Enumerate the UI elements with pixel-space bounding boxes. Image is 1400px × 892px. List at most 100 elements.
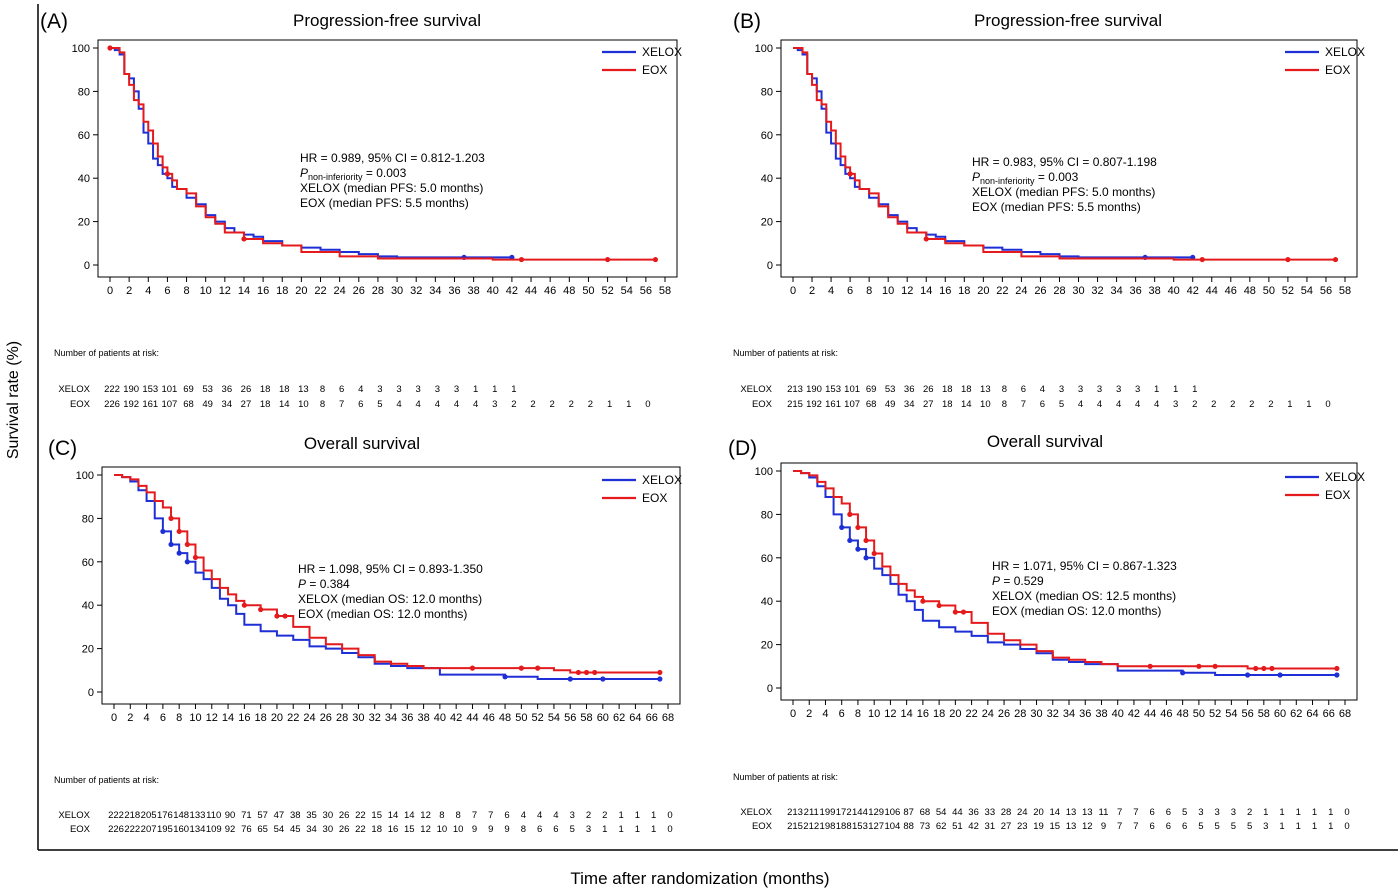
censor-mark-eox [652,256,659,263]
risk-row-label-eox: EOX [752,821,773,832]
risk-count-xelox: 4 [1040,384,1045,395]
risk-count-eox: 10 [298,399,309,410]
plot-frame [780,39,1358,278]
x-tick-label: 38 [417,712,429,724]
risk-count-eox: 6 [1150,821,1155,832]
risk-count-xelox: 4 [358,384,363,395]
risk-count-eox: 8 [1002,399,1007,410]
risk-count-xelox: 1 [1154,384,1159,395]
risk-count-xelox: 153 [825,384,841,395]
censor-mark-eox [518,256,525,263]
risk-count-xelox: 222 [108,810,124,821]
risk-row-label-xelox: XELOX [740,807,772,818]
risk-count-xelox: 144 [852,807,868,818]
censor-mark-eox [241,602,247,608]
risk-count-xelox: 87 [903,807,914,818]
x-tick-label: 36 [1129,285,1141,297]
risk-count-xelox: 18 [260,384,271,395]
censor-mark-eox [871,550,877,557]
risk-count-eox: 7 [1133,821,1138,832]
risk-count-eox: 62 [936,821,947,832]
x-tick-label: 36 [401,712,413,724]
annotation-line: HR = 1.071, 95% CI = 0.867-1.323 [992,559,1177,573]
risk-count-eox: 4 [454,399,459,410]
plot-frame [780,462,1358,701]
risk-count-xelox: 14 [1049,807,1060,818]
x-tick-label: 4 [828,285,834,297]
x-tick-label: 42 [1187,285,1199,297]
annotation-line: HR = 0.989, 95% CI = 0.812-1.203 [300,151,485,165]
risk-count-eox: 4 [1097,399,1102,410]
risk-row-label-xelox: XELOX [58,810,90,821]
x-tick-label: 20 [271,712,283,724]
risk-count-xelox: 1 [1279,807,1284,818]
risk-count-eox: 18 [371,824,382,835]
risk-count-eox: 92 [225,824,236,835]
y-tick-label: 0 [767,683,773,695]
risk-count-xelox: 28 [1001,807,1012,818]
risk-row-label-eox: EOX [70,399,91,410]
risk-count-xelox: 90 [225,810,236,821]
risk-count-eox: 4 [473,399,478,410]
x-tick-label: 48 [1244,285,1256,297]
x-tick-label: 0 [107,285,113,297]
x-tick-label: 56 [640,285,652,297]
risk-count-eox: 16 [388,824,399,835]
annotation-line: XELOX (median OS: 12.0 months) [298,592,482,606]
risk-count-xelox: 190 [123,384,139,395]
risk-count-xelox: 8 [320,384,325,395]
risk-count-eox: 34 [904,399,915,410]
censor-mark-eox [923,236,929,242]
x-tick-label: 34 [429,285,441,297]
x-tick-label: 32 [1047,708,1059,720]
x-tick-label: 22 [965,708,977,720]
x-tick-label: 58 [1339,285,1351,297]
censor-mark-eox [855,524,861,531]
risk-count-eox: 10 [453,824,464,835]
legend-label-xelox: XELOX [642,45,682,59]
risk-count-xelox: 8 [456,810,461,821]
legend-label-xelox: XELOX [1325,45,1365,59]
x-tick-label: 56 [1320,285,1332,297]
risk-count-eox: 5 [1198,821,1203,832]
x-tick-label: 6 [164,285,170,297]
risk-count-xelox: 6 [1166,807,1171,818]
censor-mark-eox [657,669,663,676]
x-tick-label: 34 [1110,285,1122,297]
risk-count-xelox: 148 [173,810,189,821]
risk-count-eox: 1 [1279,821,1284,832]
risk-count-eox: 10 [980,399,991,410]
risk-count-eox: 2 [588,399,593,410]
risk-count-eox: 226 [108,824,124,835]
censor-mark-eox [936,602,942,609]
risk-count-xelox: 3 [1097,384,1102,395]
risk-table-header: Number of patients at risk: [733,772,838,782]
risk-count-xelox: 13 [980,384,991,395]
x-tick-label: 12 [219,285,231,297]
x-tick-label: 22 [314,285,326,297]
x-tick-label: 62 [613,712,625,724]
risk-count-eox: 207 [141,824,157,835]
x-tick-label: 38 [1149,285,1161,297]
y-tick-label: 20 [761,640,773,652]
risk-count-eox: 195 [157,824,173,835]
x-tick-label: 52 [1282,285,1294,297]
x-tick-label: 34 [385,712,397,724]
risk-table-header: Number of patients at risk: [54,348,159,358]
x-tick-label: 32 [410,285,422,297]
km-curve-xelox [793,47,1193,259]
risk-count-eox: 0 [1325,399,1330,410]
x-tick-label: 64 [629,712,641,724]
risk-count-eox: 2 [1249,399,1254,410]
x-tick-label: 12 [901,285,913,297]
x-tick-label: 48 [1177,708,1189,720]
x-tick-label: 24 [303,712,315,724]
risk-count-xelox: 3 [1198,807,1203,818]
x-tick-label: 46 [544,285,556,297]
risk-count-xelox: 14 [388,810,399,821]
risk-count-xelox: 0 [1344,807,1349,818]
figure-y-axis-label: Survival rate (%) [5,341,22,459]
risk-count-xelox: 6 [1150,807,1155,818]
risk-count-xelox: 4 [521,810,526,821]
